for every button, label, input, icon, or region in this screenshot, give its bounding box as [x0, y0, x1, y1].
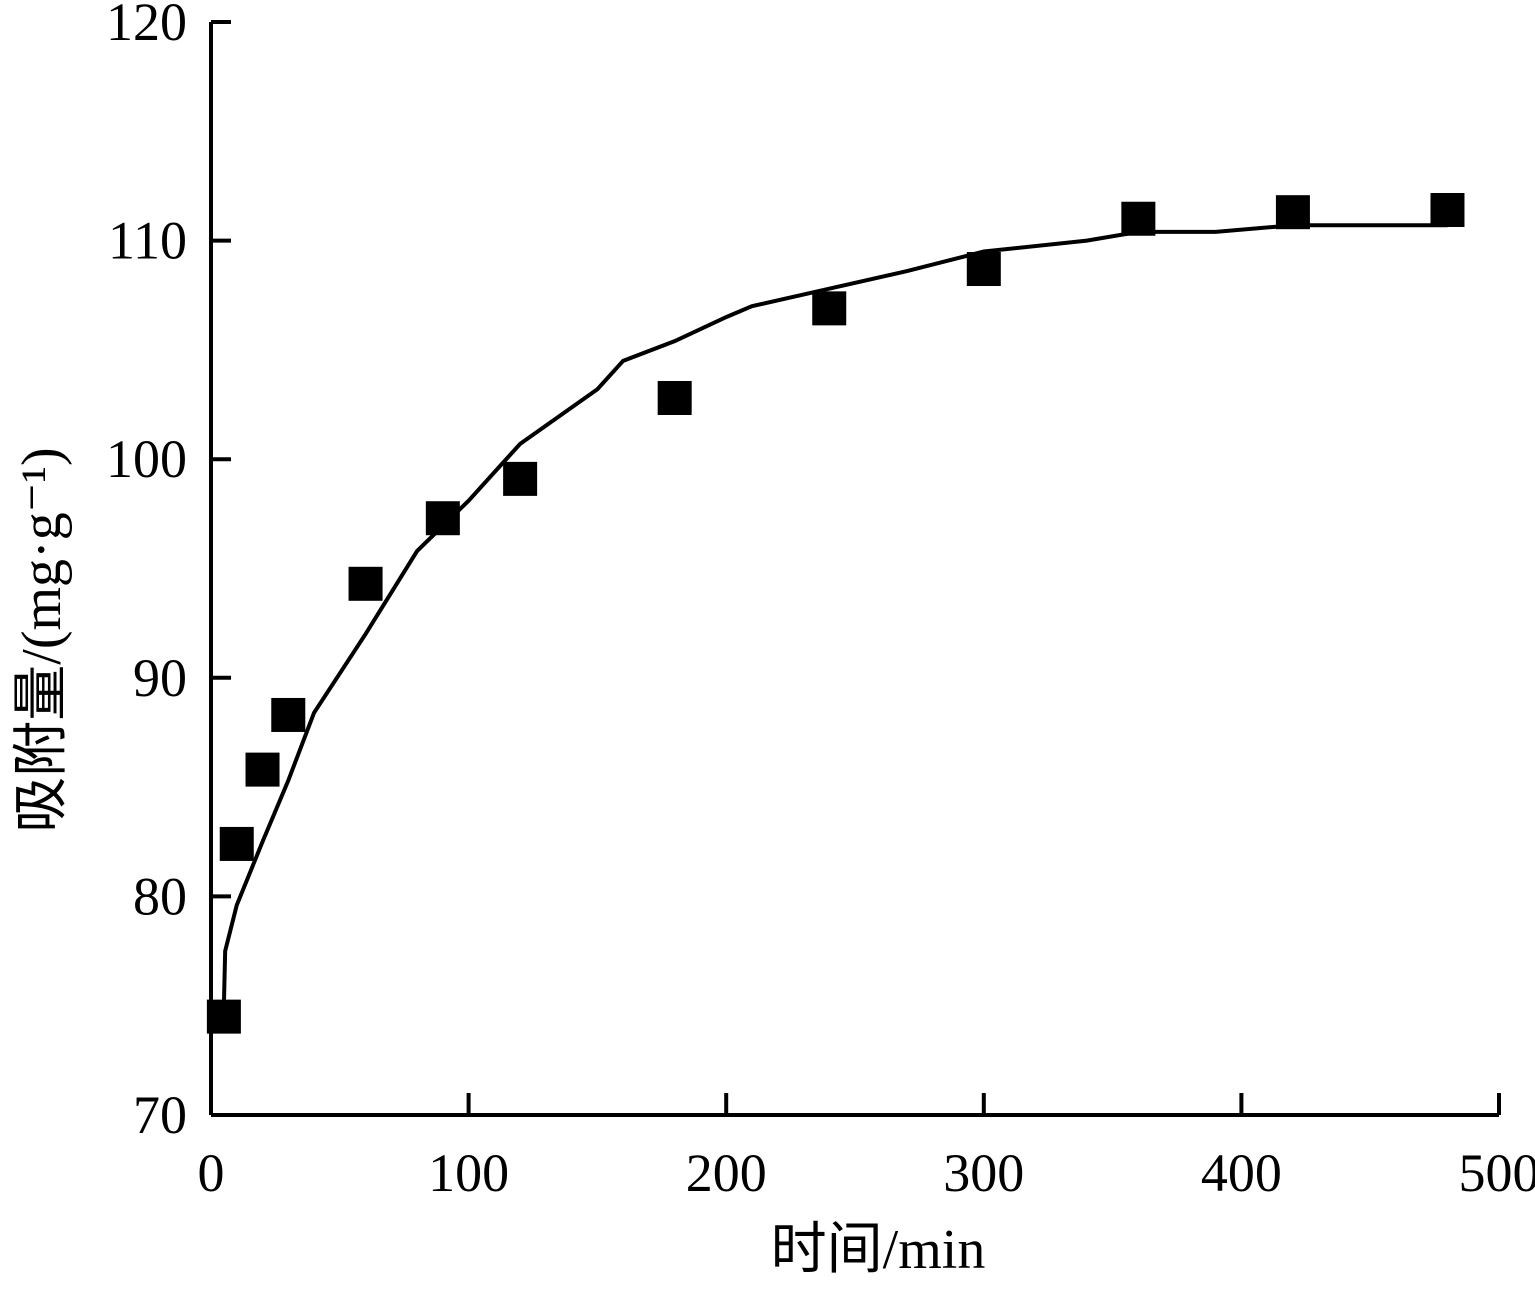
y-axis-label: 吸附量/(mg·g⁻¹) [11, 447, 73, 832]
x-tick-label: 200 [686, 1143, 767, 1203]
fit-line [221, 223, 1448, 1006]
y-tick-label: 80 [133, 866, 187, 926]
y-tick-label: 90 [133, 648, 187, 708]
x-tick-label: 500 [1459, 1143, 1535, 1203]
x-tick-label: 300 [943, 1143, 1024, 1203]
point [348, 566, 383, 601]
point [503, 461, 538, 496]
y-tick-label: 110 [108, 211, 187, 271]
y-tick-label: 70 [133, 1085, 187, 1145]
point [966, 252, 1001, 287]
point [271, 697, 306, 732]
point [219, 826, 254, 861]
point [812, 291, 847, 326]
x-tick-label: 0 [198, 1143, 225, 1203]
x-tick-label: 400 [1201, 1143, 1282, 1203]
x-tick-label: 100 [428, 1143, 509, 1203]
x-axis-label: 时间/min [771, 1219, 986, 1281]
point [1430, 192, 1465, 227]
point [245, 752, 280, 787]
y-tick-label: 100 [106, 429, 187, 489]
point [425, 501, 460, 536]
y-tick-label: 120 [106, 0, 187, 52]
point [657, 380, 692, 415]
